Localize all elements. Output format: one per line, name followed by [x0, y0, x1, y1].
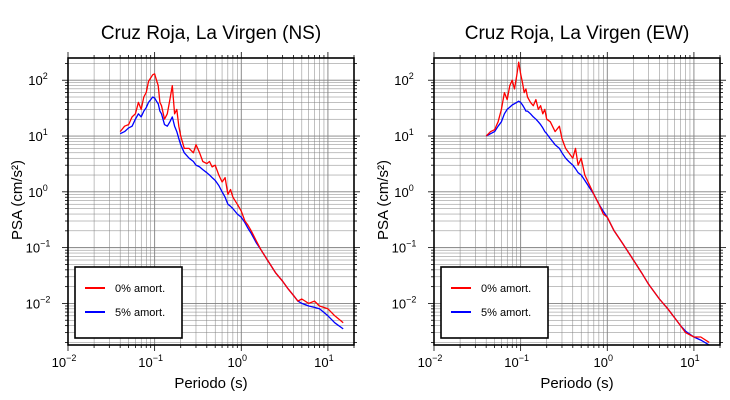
y-axis-label: PSA (cm/s²) — [375, 160, 392, 240]
chart-panel-1: 10−2 10−1 100 101 10−2 10−1 100 101 102 0% amort.… — [9, 23, 360, 392]
y-tick-label: 10−1 — [392, 239, 417, 256]
legend-box — [440, 266, 549, 339]
plot-frame — [433, 57, 721, 346]
x-tick-label: 10−1 — [504, 353, 529, 370]
legend-label: 5% amort. — [481, 307, 531, 319]
legend-label: 0% amort. — [115, 283, 165, 295]
y-axis-label: PSA (cm/s²) — [9, 160, 26, 240]
x-axis-label: Periodo (s) — [540, 375, 613, 392]
legend: 0% amort. 5% amort. — [440, 266, 549, 339]
x-tick-label: 100 — [594, 353, 613, 370]
legend-box — [74, 266, 183, 339]
series-line-0pct — [485, 61, 710, 343]
legend-label: 5% amort. — [115, 307, 165, 319]
y-tick-label: 10−2 — [26, 294, 51, 311]
legend: 0% amort. 5% amort. — [74, 266, 183, 339]
y-tick-label: 100 — [28, 183, 47, 200]
y-tick-label: 101 — [394, 127, 413, 144]
x-tick-label: 101 — [680, 353, 699, 370]
y-tick-label: 101 — [28, 127, 47, 144]
x-axis-label: Periodo (s) — [174, 375, 247, 392]
chart-title: Cruz Roja, La Virgen (NS) — [101, 23, 321, 44]
x-tick-label: 101 — [314, 353, 333, 370]
y-tick-label: 10−2 — [392, 294, 417, 311]
y-tick-label: 10−1 — [26, 239, 51, 256]
x-tick-label: 10−2 — [52, 353, 77, 370]
chart-title: Cruz Roja, La Virgen (EW) — [465, 23, 690, 44]
x-tick-label: 10−1 — [138, 353, 163, 370]
y-tick-label: 100 — [394, 183, 413, 200]
x-tick-label: 100 — [228, 353, 247, 370]
plot-frame — [67, 57, 355, 346]
y-tick-label: 102 — [28, 71, 47, 88]
legend-label: 0% amort. — [481, 283, 531, 295]
y-tick-label: 102 — [394, 71, 413, 88]
chart-panel-2: 10−2 10−1 100 101 10−2 10−1 100 101 102 0% amort.… — [375, 23, 726, 392]
series-line-0pct — [119, 73, 344, 324]
x-tick-label: 10−2 — [418, 353, 443, 370]
